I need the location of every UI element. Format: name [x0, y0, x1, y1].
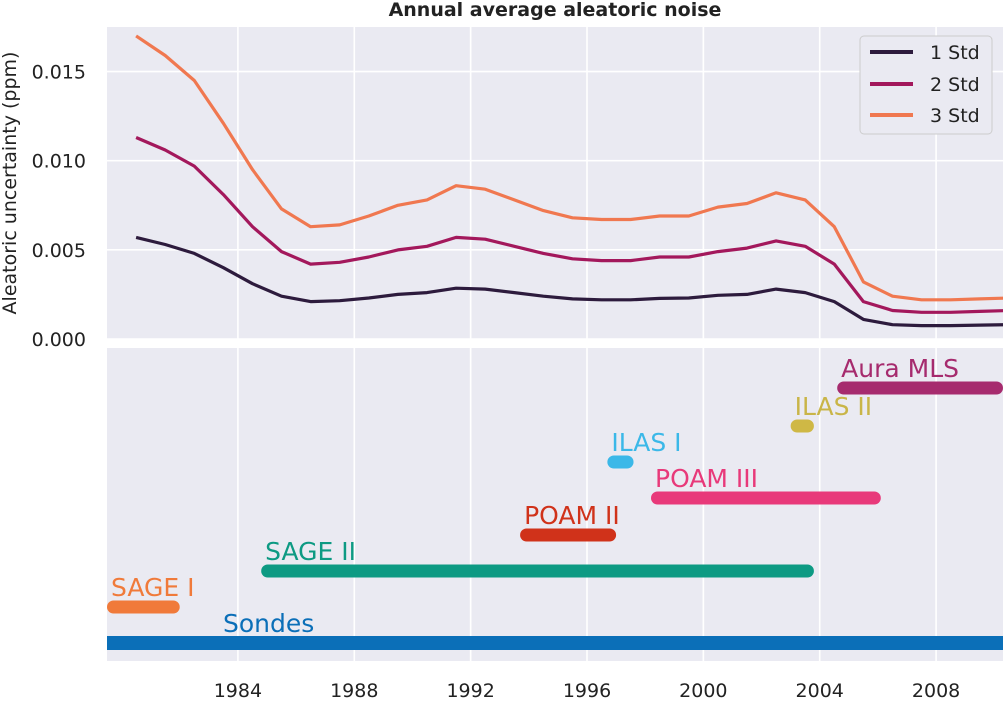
series-lines [135, 34, 1003, 328]
x-tick-labels: 1984 1988 1992 1996 2000 2004 2008 [214, 680, 961, 701]
y-tick-label: 0.005 [32, 240, 86, 262]
legend: 1 Std 2 Std 3 Std [859, 35, 993, 135]
x-tick-label: 2000 [679, 680, 727, 701]
y-tick-label: 0.000 [32, 329, 86, 351]
x-tick-label: 2004 [796, 680, 844, 701]
bar-ilas-i [607, 455, 634, 469]
label-sage-i: SAGE I [111, 573, 194, 602]
instrument-timeline: Aura MLS ILAS II ILAS I POAM III POAM II SAGE… [107, 348, 1003, 701]
bar-ilas-ii [790, 419, 814, 433]
legend-label-1std: 1 Std [930, 42, 980, 64]
x-tick-label: 1988 [330, 680, 378, 701]
label-sage-ii: SAGE II [265, 537, 356, 566]
label-poam-iii: POAM III [655, 464, 758, 493]
label-ilas-ii: ILAS II [795, 392, 873, 421]
bar-poam-iii [651, 491, 881, 505]
bar-sondes [107, 636, 1003, 650]
bar-sage-i [107, 600, 180, 614]
bar-aura-mls [837, 381, 1003, 395]
legend-label-2std: 2 Std [930, 74, 980, 96]
y-axis-label: Aleatoric uncertainty (ppm) [0, 52, 21, 315]
bar-sage-ii [261, 564, 814, 578]
grid-top [107, 27, 1003, 340]
label-poam-ii: POAM II [524, 501, 620, 530]
instrument-bars: Aura MLS ILAS II ILAS I POAM III POAM II SAGE… [107, 354, 1003, 650]
label-sondes: Sondes [223, 609, 314, 638]
y-tick-label: 0.010 [32, 151, 86, 173]
legend-box [859, 35, 993, 135]
label-aura-mls: Aura MLS [841, 354, 959, 383]
label-ilas-i: ILAS I [611, 428, 681, 457]
series-line-3-std [135, 34, 1003, 302]
series-line-2-std [135, 136, 1003, 314]
noise-line-chart: 0.000 0.005 0.010 0.015 Annual average alea… [0, 0, 1003, 351]
chart-title: Annual average aleatoric noise [389, 0, 722, 21]
series-line-1-std [135, 235, 1003, 328]
x-tick-label: 1984 [214, 680, 262, 701]
x-tick-label: 1992 [446, 680, 494, 701]
bar-poam-ii [520, 528, 617, 542]
legend-label-3std: 3 Std [930, 105, 980, 127]
y-tick-label: 0.015 [32, 62, 86, 84]
y-tick-labels: 0.000 0.005 0.010 0.015 [32, 62, 86, 351]
x-tick-label: 1996 [563, 680, 611, 701]
x-tick-label: 2008 [912, 680, 960, 701]
